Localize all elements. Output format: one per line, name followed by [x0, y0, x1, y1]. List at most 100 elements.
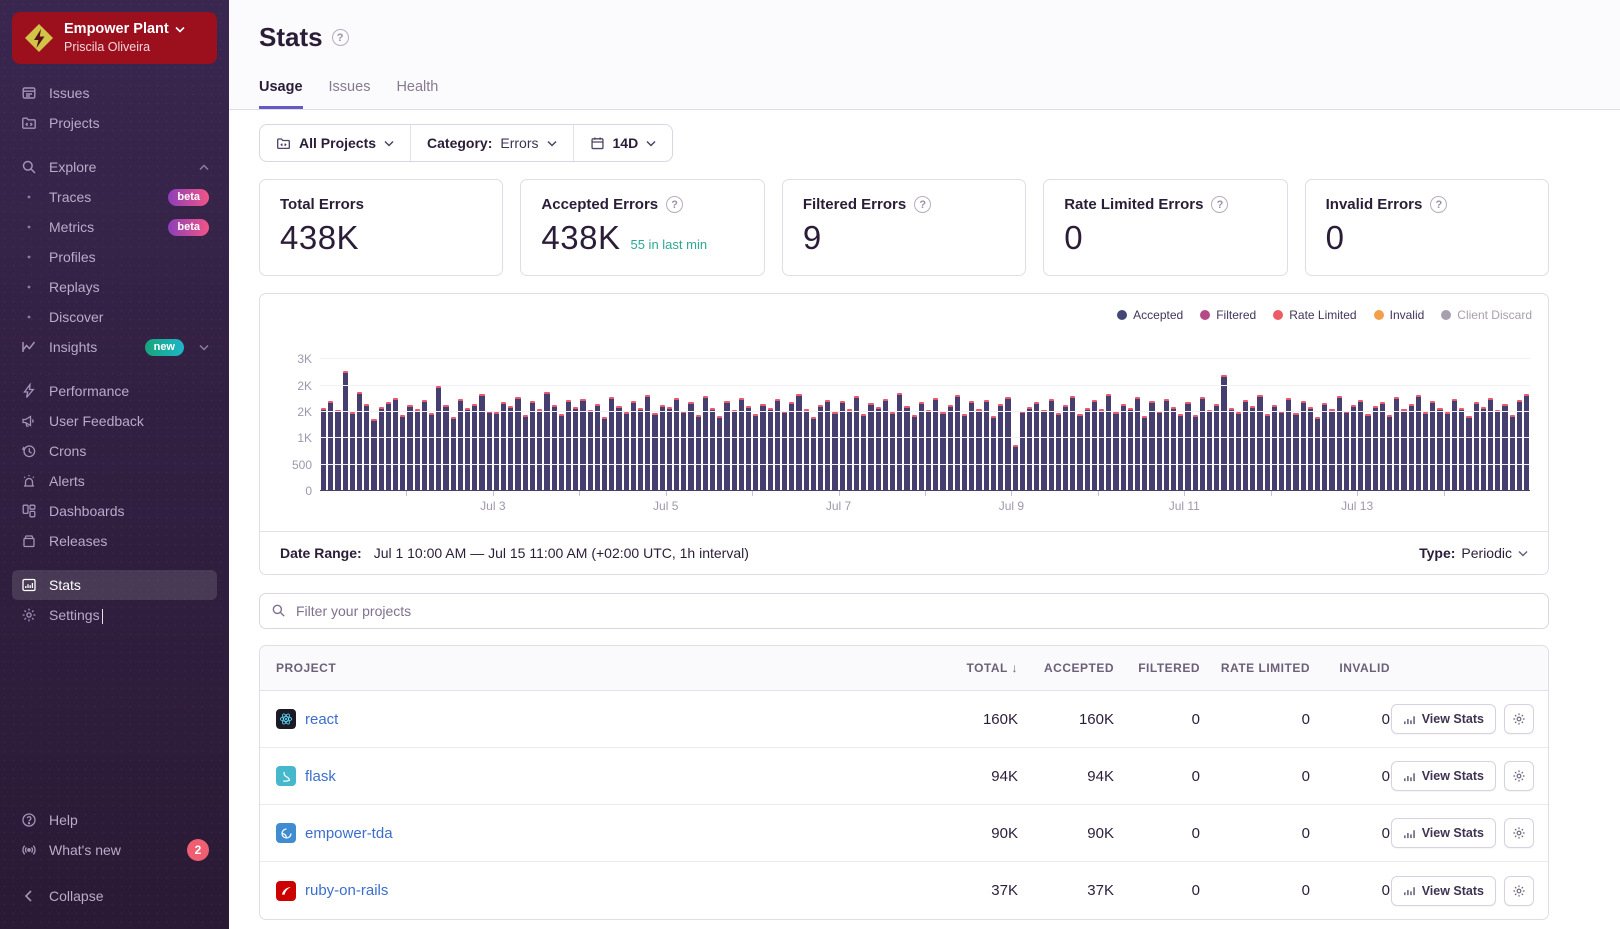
- chart-bar[interactable]: [508, 406, 513, 490]
- legend-item-filtered[interactable]: Filtered: [1200, 308, 1256, 322]
- chart-bar[interactable]: [696, 415, 701, 490]
- chart-bar[interactable]: [1243, 400, 1248, 490]
- chart-bar[interactable]: [876, 407, 881, 490]
- view-stats-button[interactable]: View Stats: [1391, 761, 1496, 791]
- date-range-selector[interactable]: 14D: [573, 125, 673, 161]
- chart-bar[interactable]: [1092, 400, 1097, 490]
- chart-bar[interactable]: [1380, 402, 1385, 490]
- chart-bar[interactable]: [1423, 412, 1428, 490]
- org-switcher[interactable]: Empower Plant Priscila Oliveira: [12, 12, 217, 64]
- chart-bar[interactable]: [472, 404, 477, 490]
- chart-bar[interactable]: [1502, 404, 1507, 490]
- chart-bar[interactable]: [494, 412, 499, 490]
- view-stats-button[interactable]: View Stats: [1391, 876, 1496, 906]
- chart-bar[interactable]: [897, 393, 902, 490]
- chart-bar[interactable]: [652, 413, 657, 490]
- tab-usage[interactable]: Usage: [259, 79, 303, 109]
- chart-bar[interactable]: [1351, 405, 1356, 490]
- chart-bar[interactable]: [638, 408, 643, 490]
- chart-bar[interactable]: [775, 399, 780, 490]
- help-icon[interactable]: ?: [666, 196, 683, 213]
- chart-bar[interactable]: [1344, 411, 1349, 490]
- chart-bar[interactable]: [1387, 415, 1392, 490]
- legend-item-invalid[interactable]: Invalid: [1374, 308, 1425, 322]
- project-settings-button[interactable]: [1504, 761, 1534, 791]
- chart-bar[interactable]: [415, 409, 420, 490]
- chart-bar[interactable]: [868, 403, 873, 490]
- chart-bar[interactable]: [717, 416, 722, 490]
- chart-bar[interactable]: [588, 410, 593, 490]
- category-selector[interactable]: Category: Errors: [410, 125, 572, 161]
- chart-bar[interactable]: [1315, 417, 1320, 490]
- chart-bar[interactable]: [1013, 445, 1018, 490]
- chart-bar[interactable]: [573, 407, 578, 490]
- chart-bar[interactable]: [890, 412, 895, 490]
- legend-item-client-discard[interactable]: Client Discard: [1441, 308, 1532, 322]
- chart-bar[interactable]: [544, 392, 549, 490]
- chart-bar[interactable]: [1301, 401, 1306, 490]
- chart-bar[interactable]: [811, 417, 816, 490]
- chart-bar[interactable]: [1020, 411, 1025, 490]
- chart-bar[interactable]: [746, 406, 751, 490]
- chart-bar[interactable]: [1517, 400, 1522, 490]
- chart-bar[interactable]: [883, 399, 888, 490]
- chart-bar[interactable]: [1027, 407, 1032, 490]
- chart-bar[interactable]: [602, 417, 607, 490]
- chart-bar[interactable]: [631, 401, 636, 490]
- chart-bar[interactable]: [429, 413, 434, 490]
- chart-bar[interactable]: [948, 405, 953, 490]
- chart-bar[interactable]: [768, 408, 773, 490]
- chart-bar[interactable]: [1466, 416, 1471, 490]
- chart-bar[interactable]: [407, 405, 412, 490]
- sidebar-item-replays[interactable]: Replays: [12, 272, 217, 302]
- chart-bar[interactable]: [343, 371, 348, 490]
- sidebar-item-help[interactable]: Help: [12, 805, 217, 835]
- chart-bar[interactable]: [364, 404, 369, 490]
- project-link[interactable]: ruby-on-rails: [305, 882, 388, 899]
- sidebar-item-insights[interactable]: Insights new: [12, 332, 217, 362]
- chart-bar[interactable]: [1142, 416, 1147, 490]
- chart-bar[interactable]: [660, 405, 665, 490]
- col-accepted-header[interactable]: ACCEPTED: [1018, 661, 1114, 675]
- chart-bar[interactable]: [386, 402, 391, 490]
- chart-bar[interactable]: [1236, 412, 1241, 490]
- col-total-header[interactable]: TOTAL ↓: [922, 661, 1018, 675]
- chart-bar[interactable]: [976, 409, 981, 490]
- chart-bar[interactable]: [1063, 405, 1068, 490]
- sidebar-item-explore[interactable]: Explore: [12, 152, 217, 182]
- chart-bar[interactable]: [1474, 402, 1479, 490]
- legend-item-accepted[interactable]: Accepted: [1117, 308, 1183, 322]
- chart-bar[interactable]: [1293, 413, 1298, 490]
- chart-bar[interactable]: [962, 414, 967, 490]
- chart-bar[interactable]: [1308, 407, 1313, 490]
- project-link[interactable]: flask: [305, 768, 336, 785]
- chart-bar[interactable]: [1085, 408, 1090, 490]
- help-icon[interactable]: ?: [1430, 196, 1447, 213]
- chart-bar[interactable]: [1329, 409, 1334, 490]
- chart-bar[interactable]: [1041, 410, 1046, 490]
- project-link[interactable]: empower-tda: [305, 825, 393, 842]
- sidebar-item-traces[interactable]: Traces beta: [12, 182, 217, 212]
- help-icon[interactable]: ?: [914, 196, 931, 213]
- chart-bar[interactable]: [1106, 394, 1111, 490]
- type-selector[interactable]: Type: Periodic: [1419, 545, 1528, 561]
- chart-bar[interactable]: [479, 394, 484, 490]
- chart-bar[interactable]: [487, 411, 492, 490]
- chart-bar[interactable]: [861, 414, 866, 490]
- chart-bar[interactable]: [530, 401, 535, 490]
- chart-bar[interactable]: [825, 400, 830, 490]
- chart-bar[interactable]: [1178, 414, 1183, 490]
- chart-bar[interactable]: [1365, 414, 1370, 490]
- chart-bar[interactable]: [523, 415, 528, 490]
- chart-bar[interactable]: [645, 395, 650, 490]
- chart-bar[interactable]: [566, 400, 571, 490]
- sidebar-item-dashboards[interactable]: Dashboards: [12, 496, 217, 526]
- chart-bar[interactable]: [840, 401, 845, 490]
- view-stats-button[interactable]: View Stats: [1391, 818, 1496, 848]
- chart-bar[interactable]: [904, 406, 909, 490]
- project-settings-button[interactable]: [1504, 876, 1534, 906]
- chart-bar[interactable]: [991, 416, 996, 490]
- view-stats-button[interactable]: View Stats: [1391, 704, 1496, 734]
- chart-bar[interactable]: [710, 408, 715, 490]
- chart-bar[interactable]: [1049, 399, 1054, 490]
